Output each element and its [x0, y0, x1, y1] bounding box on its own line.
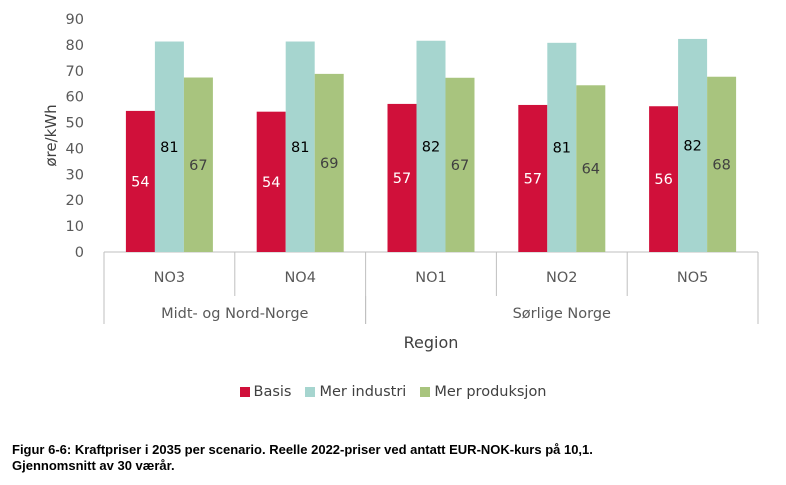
y-tick-label: 20 [66, 193, 84, 209]
bar-basis [387, 103, 417, 252]
legend-swatch [239, 387, 250, 397]
data-label: 64 [582, 162, 600, 178]
caption-line-1: Figur 6-6: Kraftpriser i 2035 per scenar… [12, 442, 593, 457]
group-label: Sørlige Norge [513, 306, 611, 322]
y-tick-label: 50 [66, 116, 84, 132]
bar-basis [518, 104, 548, 252]
bar-mer-produksjon [445, 77, 475, 252]
x-axis-title: Region [404, 333, 459, 352]
data-label: 82 [422, 139, 440, 155]
legend-label: Mer produksjon [434, 384, 547, 400]
y-tick-label: 30 [66, 167, 84, 183]
data-label: 69 [320, 156, 338, 172]
data-label: 57 [524, 171, 542, 187]
legend-item: Mer produksjon [420, 384, 547, 400]
bar-mer-industri [285, 41, 315, 253]
legend-swatch [305, 387, 316, 397]
category-label: NO1 [415, 270, 447, 286]
caption-line-2: Gjennomsnitt av 30 værår. [12, 458, 175, 473]
category-label: NO4 [284, 270, 316, 286]
bar-mer-industri [154, 41, 184, 253]
category-label: NO3 [154, 270, 186, 286]
data-label: 81 [160, 140, 178, 156]
legend-item: Mer industri [305, 384, 406, 400]
legend-swatch [420, 387, 431, 397]
figure-caption: Figur 6-6: Kraftpriser i 2035 per scenar… [12, 442, 782, 474]
data-label: 56 [654, 172, 672, 188]
bar-basis [649, 106, 679, 253]
bar-mer-industri [547, 42, 577, 252]
y-tick-label: 10 [66, 219, 84, 235]
y-tick-label: 70 [66, 64, 84, 80]
data-label: 68 [712, 157, 730, 173]
data-label: 82 [683, 138, 701, 154]
y-tick-label: 40 [66, 141, 84, 157]
bar-chart: 0 10 20 30 40 50 60 70 80 90 øre/kWh 54 81 67 NO3 54 81 6… [42, 12, 759, 352]
data-label: 67 [189, 158, 207, 174]
y-tick-label: 60 [66, 90, 84, 106]
bar-mer-industri [678, 38, 708, 252]
data-label: 81 [291, 140, 309, 156]
data-label: 54 [131, 174, 149, 190]
category-label: NO2 [546, 270, 578, 286]
legend-label: Mer industri [319, 384, 407, 400]
y-axis-title: øre/kWh [42, 104, 60, 166]
data-label: 57 [393, 171, 411, 187]
y-tick-label: 0 [75, 245, 84, 261]
data-label: 81 [553, 140, 571, 156]
category-label: NO5 [677, 270, 709, 286]
bar-basis [125, 110, 155, 253]
bar-mer-produksjon [183, 77, 213, 253]
bar-mer-produksjon [314, 73, 344, 252]
legend-label: Basis [253, 384, 292, 400]
data-label: 54 [262, 175, 280, 191]
bar-mer-produksjon [707, 76, 737, 252]
y-tick-label: 80 [66, 38, 84, 54]
bar-basis [256, 111, 286, 252]
bar-mer-produksjon [576, 85, 606, 252]
data-label: 67 [451, 158, 469, 174]
legend-item: Basis [239, 384, 292, 400]
y-tick-label: 90 [66, 12, 84, 28]
bar-mer-industri [416, 40, 446, 252]
group-label: Midt- og Nord-Norge [161, 306, 308, 322]
chart-legend: Basis Mer industri Mer produksjon [0, 384, 786, 400]
